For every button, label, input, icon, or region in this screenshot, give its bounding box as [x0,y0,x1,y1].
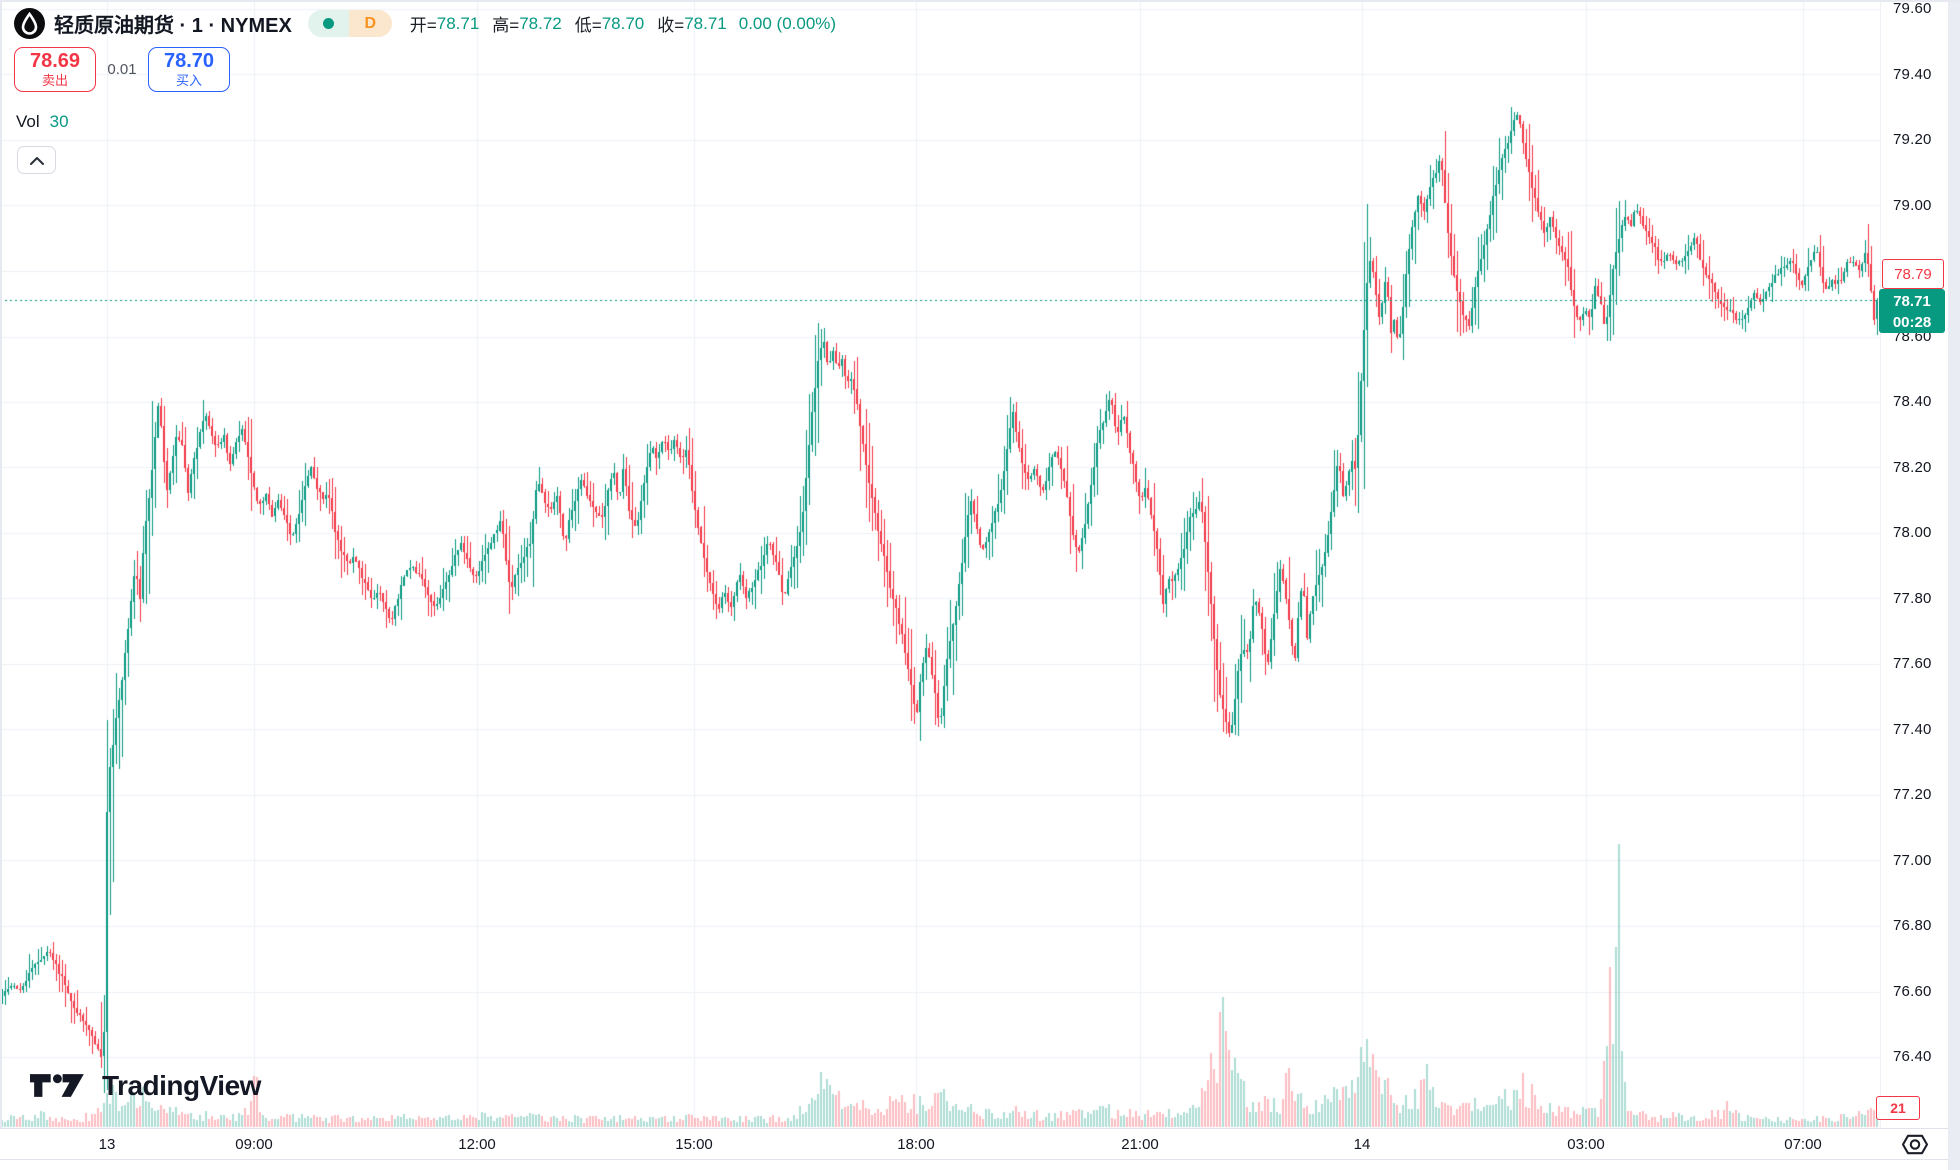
symbol-title[interactable]: 轻质原油期货 · 1 · NYMEX [54,15,292,37]
left-border [0,0,2,1128]
volume-study-label: Vol [16,112,40,131]
market-status-pill[interactable]: D [307,10,392,37]
bar-countdown: 00:28 [1892,314,1932,332]
chevron-up-icon [29,156,44,165]
price-tick-label: 76.80 [1893,917,1932,934]
price-axis[interactable]: 79.6079.4079.2079.0078.8078.6078.4078.20… [1880,0,1948,1128]
price-tick-label: 77.00 [1893,851,1932,869]
time-tick-label: 18:00 [897,1136,935,1153]
close-label: 收= [657,16,685,35]
ohlc-readout: 开= 78.71 高= 78.72 低= 78.70 收= 78.71 0.00 (0.… [410,11,836,36]
price-tick-label: 79.20 [1893,131,1932,148]
time-tick-label: 21:00 [1121,1136,1159,1153]
time-tick-label: 13 [98,1136,116,1153]
collapse-panel-button[interactable] [17,146,56,174]
price-tick-label: 77.20 [1893,786,1932,803]
time-tick-label: 12:00 [458,1136,496,1153]
buy-price: 78.70 [163,50,215,73]
last-price-label: 78.71 00:28 [1879,289,1945,334]
low-value: 78.70 [601,13,645,33]
price-tick-label: 78.40 [1893,393,1932,410]
time-tick-label: 03:00 [1567,1136,1605,1153]
close-value: 78.71 [684,13,727,33]
time-tick-label: 15:00 [675,1136,713,1153]
volume-axis-badge: 21 [1876,1096,1920,1120]
last-price-value: 78.71 [1893,293,1931,311]
tradingview-watermark: TradingView [30,1070,261,1102]
spread-value: 0.01 [107,61,137,78]
price-tick-label: 77.80 [1893,589,1932,607]
axis-settings-gear-icon[interactable] [1898,1131,1932,1158]
sell-price: 78.69 [29,50,81,73]
price-tick-label: 79.40 [1893,65,1932,83]
time-axis[interactable]: 13 09:00 12:00 15:00 18:00 21:00 14 03:00 07:00 [0,1128,1960,1160]
low-label: 低= [574,16,602,35]
top-border [0,0,1960,2]
symbol-logo-oil-icon[interactable] [14,8,45,39]
open-label: 开= [409,16,437,35]
high-label: 高= [492,16,520,35]
change-value: 0.00 (0.00%) [738,13,837,33]
buy-button[interactable]: 78.70 买入 [148,47,230,92]
buy-label: 买入 [175,73,202,89]
interval-badge: D [348,10,392,37]
volume-study-legend[interactable]: Vol 30 [16,112,69,132]
right-edge-rail [1948,0,1960,1170]
tradingview-watermark-text: TradingView [102,1070,261,1101]
price-tick-label: 77.60 [1893,655,1932,672]
price-tick-label: 76.60 [1893,982,1932,1000]
price-tick-label: 78.20 [1893,458,1932,476]
price-tick-label: 79.60 [1893,0,1932,17]
high-value: 78.72 [519,13,562,33]
tradingview-logo-icon [30,1073,84,1097]
sell-label: 卖出 [41,73,68,89]
time-tick-label: 09:00 [235,1136,273,1153]
price-tick-label: 78.00 [1893,524,1932,541]
market-open-dot-icon [322,18,334,29]
time-tick-label: 14 [1353,1136,1371,1153]
time-tick-label: 07:00 [1784,1136,1822,1153]
volume-study-value: 30 [49,112,69,131]
ask-price-value: 78.79 [1894,265,1932,283]
open-value: 78.71 [436,13,480,33]
ask-price-label: 78.79 [1882,259,1944,290]
price-tick-label: 79.00 [1893,196,1932,214]
price-tick-label: 76.40 [1893,1048,1932,1065]
sell-button[interactable]: 78.69 卖出 [14,47,96,92]
price-tick-label: 77.40 [1893,720,1932,738]
